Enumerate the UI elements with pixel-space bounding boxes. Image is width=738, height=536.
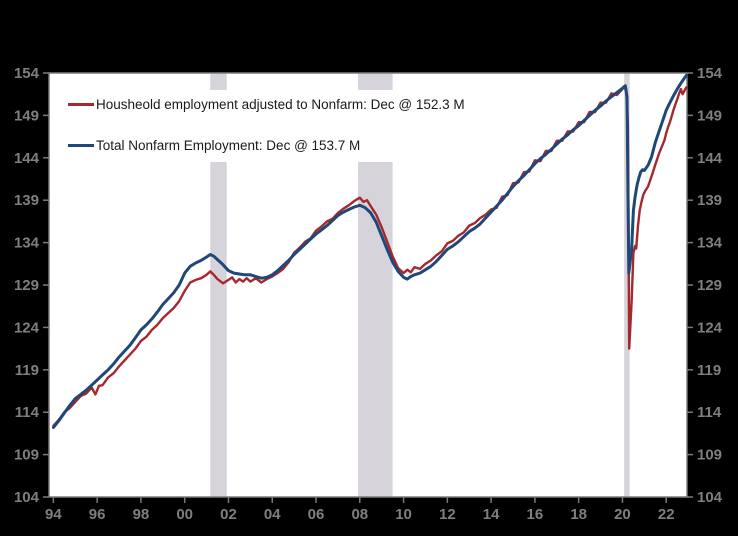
y-axis-label-left: 134 <box>14 235 40 252</box>
x-axis-label: 04 <box>264 506 281 523</box>
chart-legend: Housheold employment adjusted to Nonfarm… <box>60 90 477 162</box>
recession-band <box>210 73 227 497</box>
y-axis-label-right: 114 <box>697 404 722 421</box>
y-axis-label-right: 134 <box>697 235 723 252</box>
legend-label-nonfarm: Total Nonfarm Employment: Dec @ 153.7 M <box>96 138 361 153</box>
legend-label-household: Housheold employment adjusted to Nonfarm… <box>96 97 465 112</box>
y-axis-label-left: 104 <box>14 489 40 506</box>
y-axis-label-left: 124 <box>14 319 40 336</box>
y-axis-label-right: 124 <box>697 319 723 336</box>
series-line-household <box>52 85 688 427</box>
y-axis-label-left: 149 <box>14 107 39 124</box>
y-axis-label-left: 114 <box>15 404 40 421</box>
recession-band <box>624 73 630 497</box>
y-axis-label-left: 129 <box>14 277 39 294</box>
y-axis-label-right: 149 <box>697 107 722 124</box>
y-axis-label-right: 104 <box>697 489 723 506</box>
y-axis-label-left: 144 <box>14 150 40 167</box>
x-axis-label: 20 <box>614 506 631 523</box>
x-axis-label: 14 <box>483 506 500 523</box>
x-axis-label: 02 <box>220 506 237 523</box>
y-axis-label-right: 119 <box>697 362 721 379</box>
y-axis-label-left: 139 <box>14 192 39 209</box>
y-axis-label-right: 144 <box>697 150 723 167</box>
x-axis-label: 94 <box>45 506 62 523</box>
x-axis-label: 08 <box>351 506 368 523</box>
x-axis-label: 16 <box>527 506 544 523</box>
nonfarm-series-swatch-icon <box>68 144 94 147</box>
series-line-nonfarm <box>51 74 688 429</box>
y-axis-label-right: 154 <box>697 65 723 82</box>
x-axis-label: 18 <box>570 506 587 523</box>
x-axis-label: 22 <box>658 506 675 523</box>
legend-item-nonfarm: Total Nonfarm Employment: Dec @ 153.7 M <box>68 137 465 154</box>
x-axis-label: 96 <box>89 506 106 523</box>
x-axis-label: 10 <box>395 506 412 523</box>
x-axis-label: 00 <box>176 506 193 523</box>
y-axis-label-right: 129 <box>697 277 722 294</box>
x-axis-label: 12 <box>439 506 456 523</box>
y-axis-label-left: 109 <box>14 447 39 464</box>
household-series-swatch-icon <box>68 103 94 106</box>
y-axis-label-right: 139 <box>697 192 722 209</box>
y-axis-label-left: 154 <box>14 65 40 82</box>
x-axis-label: 98 <box>133 506 150 523</box>
x-axis-label: 06 <box>308 506 325 523</box>
y-axis-label-right: 109 <box>697 447 722 464</box>
legend-item-household: Housheold employment adjusted to Nonfarm… <box>68 96 465 113</box>
y-axis-label-left: 119 <box>15 362 39 379</box>
